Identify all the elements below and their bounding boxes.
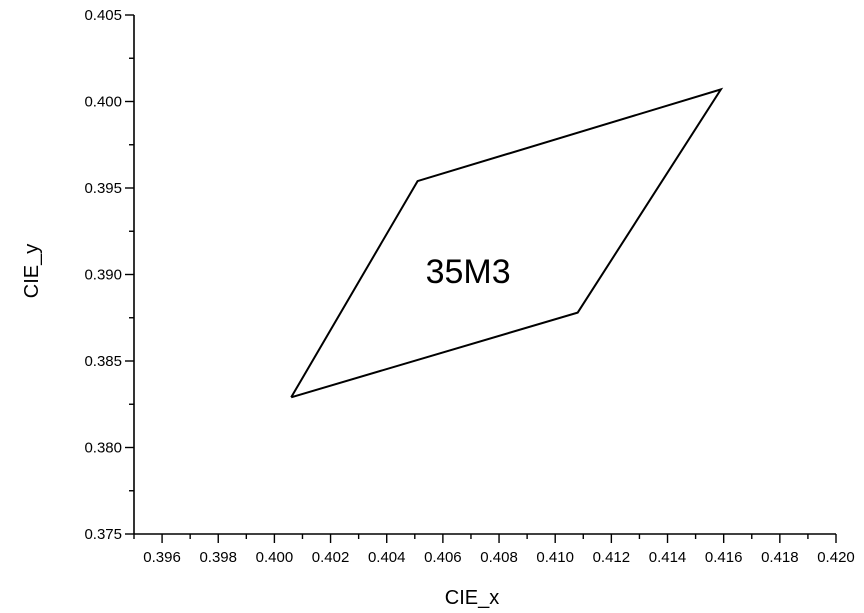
x-tick-label: 0.418 (761, 549, 799, 566)
x-tick-label: 0.412 (593, 549, 631, 566)
y-tick-label: 0.390 (84, 267, 122, 284)
x-tick-label: 0.402 (312, 549, 350, 566)
x-tick-label: 0.410 (536, 549, 574, 566)
x-tick-label: 0.400 (256, 549, 294, 566)
annotation-label: 35M3 (426, 253, 511, 291)
series-layer (290, 87, 724, 399)
x-tick-label: 0.408 (480, 549, 518, 566)
x-tick-label: 0.414 (649, 549, 687, 566)
series-line (290, 87, 724, 399)
x-tick-label: 0.404 (368, 549, 406, 566)
annotation-layer: 35M3 (426, 253, 511, 291)
x-tick-label: 0.416 (705, 549, 743, 566)
y-tick-label: 0.400 (84, 94, 122, 111)
x-axis-title: CIE_x (445, 587, 499, 609)
y-axis-title: CIE_y (21, 244, 43, 298)
y-tick-label: 0.385 (84, 353, 122, 370)
x-tick-label: 0.420 (817, 549, 855, 566)
x-axis-ticks: 0.396 0.398 0.400 0.402 0.404 0.406 0.408 0.410… (133, 534, 855, 566)
x-tick-label: 0.398 (199, 549, 237, 566)
y-tick-label: 0.395 (84, 180, 122, 197)
y-axis-ticks: 0.375 0.380 0.385 0.390 0.395 0.400 0.405 (84, 7, 134, 543)
y-tick-label: 0.405 (84, 7, 122, 24)
y-tick-label: 0.380 (84, 440, 122, 457)
x-tick-label: 0.396 (143, 549, 181, 566)
x-tick-label: 0.406 (424, 549, 462, 566)
y-tick-label: 0.375 (84, 526, 122, 543)
